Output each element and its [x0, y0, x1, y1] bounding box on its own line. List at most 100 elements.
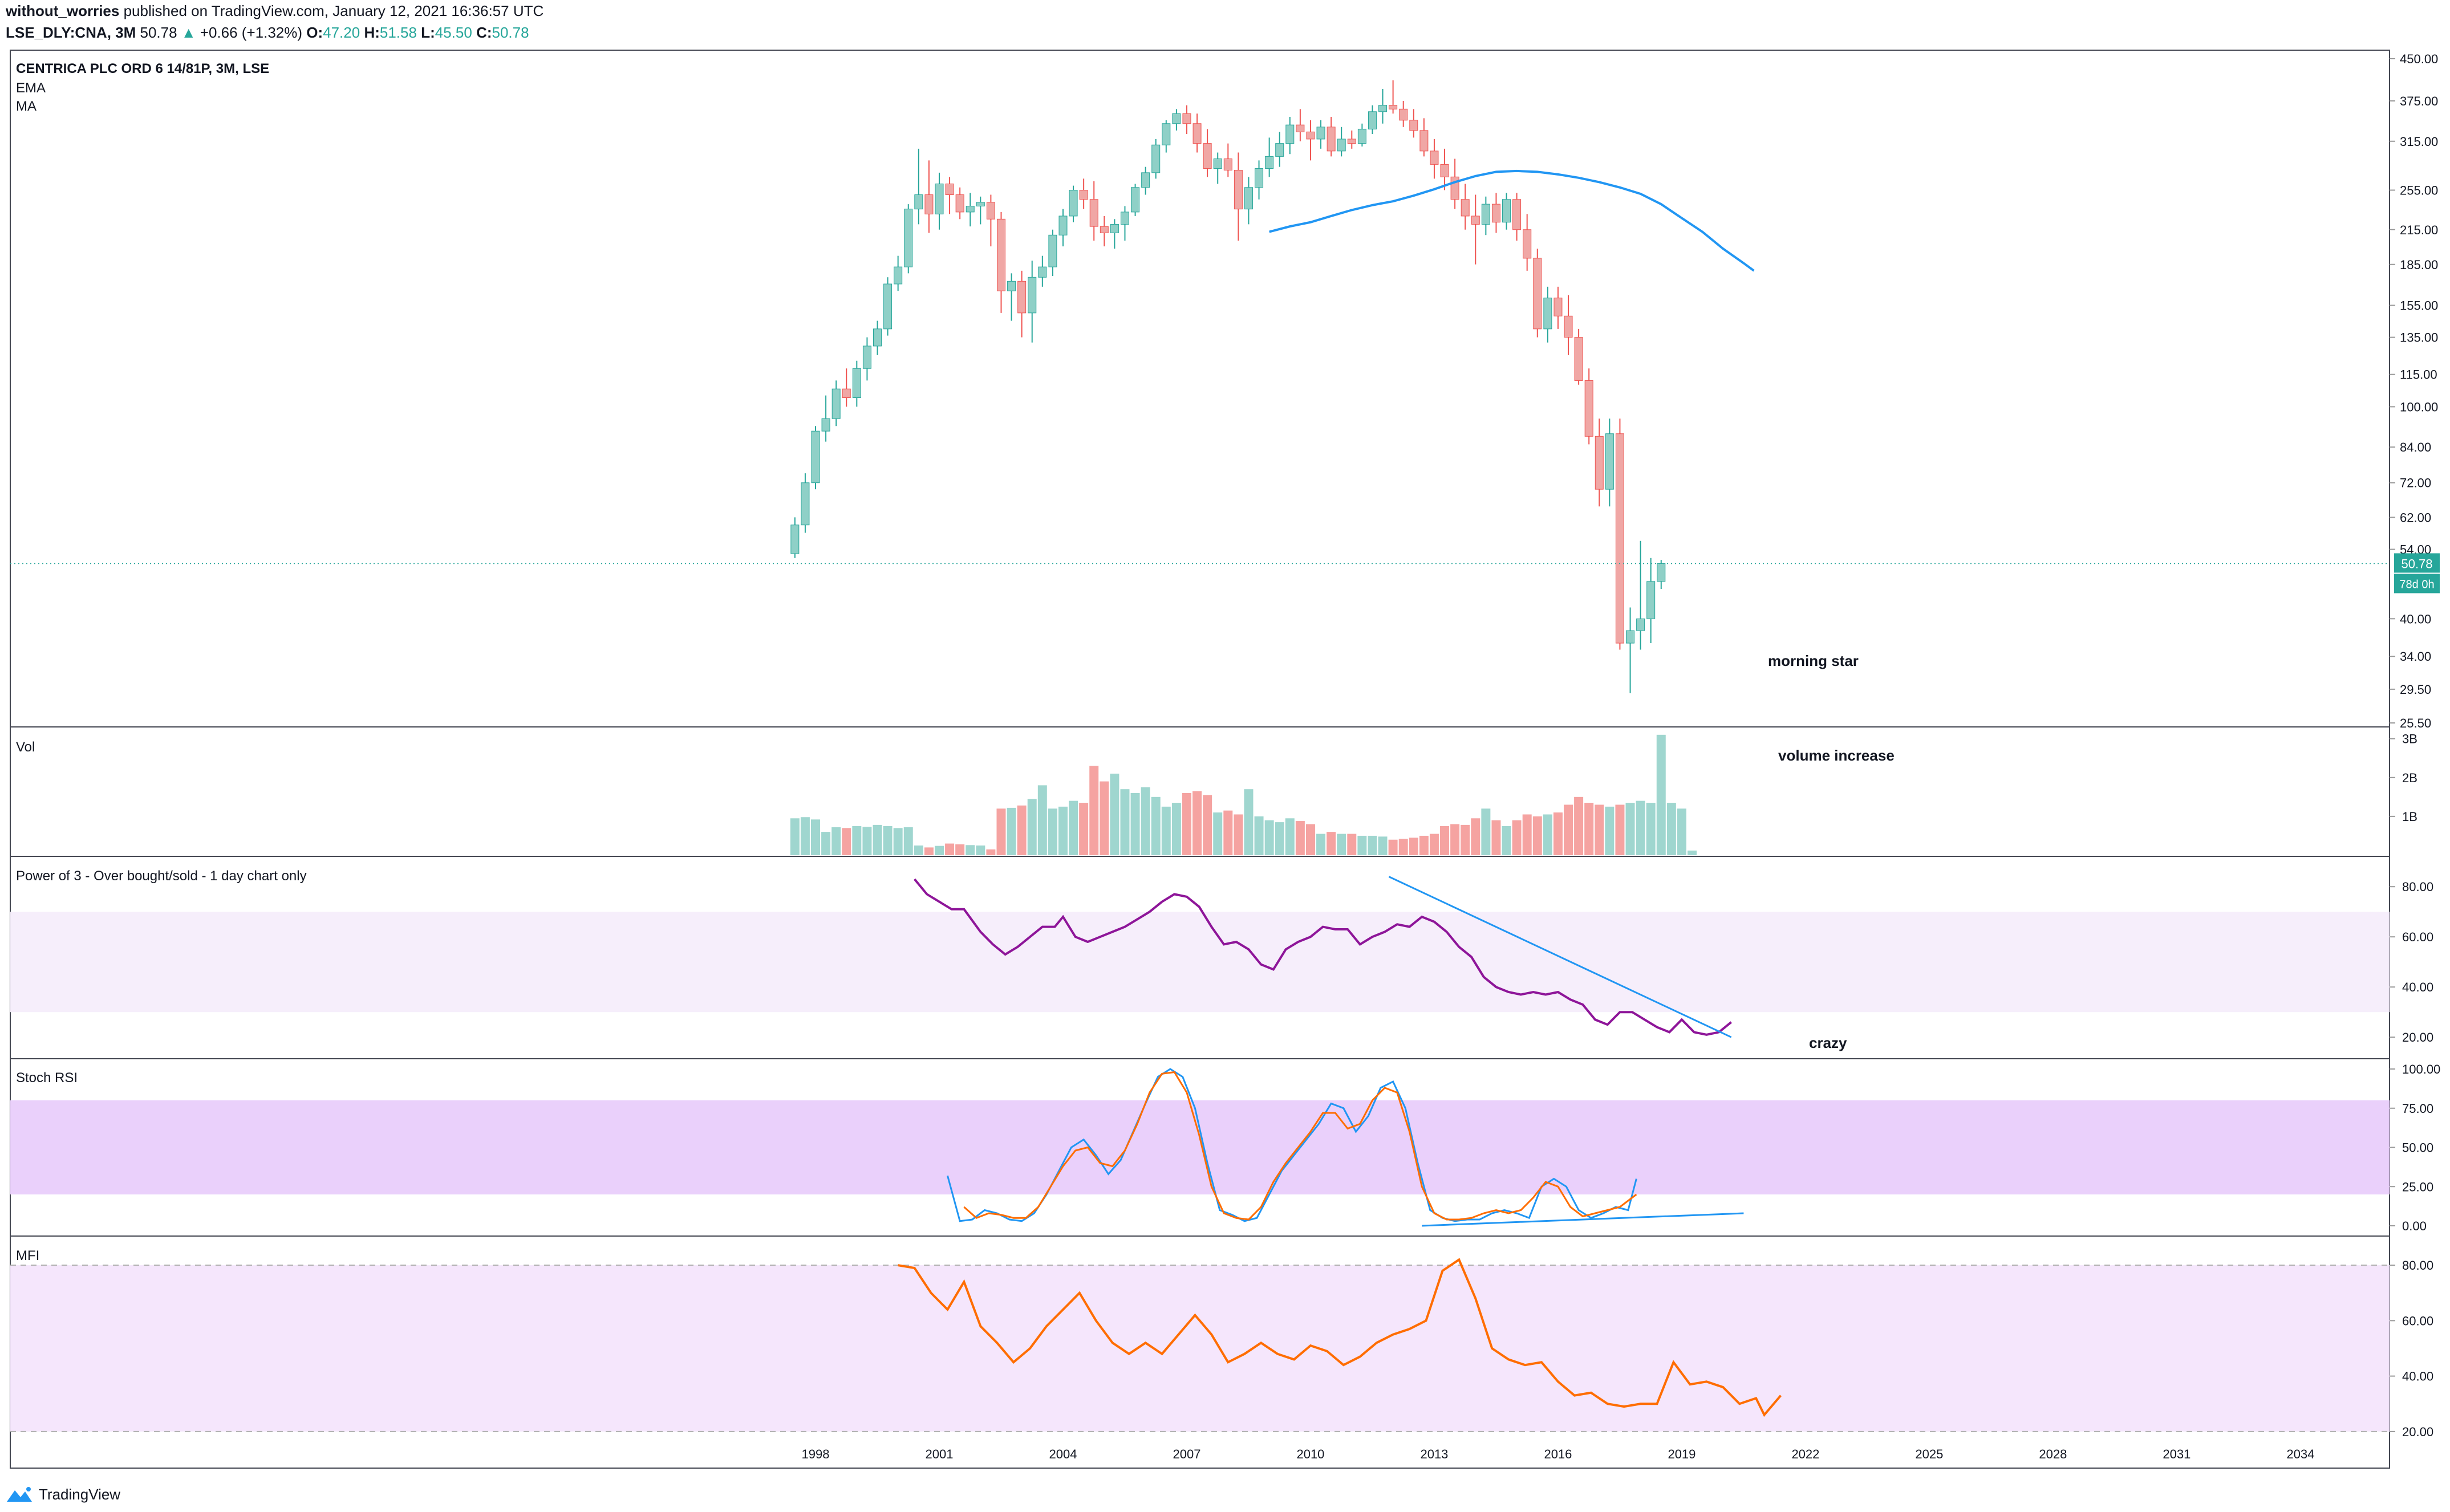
volume-bar: [1688, 850, 1697, 855]
candle-body: [873, 328, 882, 347]
candle-body: [1337, 139, 1346, 152]
volume-bar: [1429, 834, 1439, 855]
volume-bar: [1048, 808, 1057, 855]
candle-body: [1131, 187, 1140, 213]
volume-bar: [986, 849, 996, 855]
candle-body: [862, 346, 871, 369]
volume-bar: [1666, 803, 1676, 855]
candle-body: [821, 418, 830, 432]
annotation-volume-increase: volume increase: [1778, 747, 1895, 764]
volume-bar: [1605, 806, 1615, 855]
chart-header: without_worries published on TradingView…: [6, 0, 1146, 46]
ma-legend: MA: [16, 99, 36, 114]
candle-body: [1007, 281, 1016, 291]
price-tick-label: 155.00: [2400, 299, 2438, 313]
volume-bar: [1532, 816, 1542, 855]
candle-body: [801, 482, 810, 526]
power-band: [10, 912, 2390, 1013]
price-tick-label: 72.00: [2400, 476, 2431, 490]
candle-body: [1316, 127, 1325, 140]
candle-body: [1502, 199, 1511, 223]
power-tick-label: 40.00: [2402, 980, 2433, 994]
stoch-d-line: [963, 1071, 1637, 1221]
volume-bar: [1636, 800, 1645, 855]
x-tick-label: 2028: [2039, 1447, 2067, 1461]
candle-body: [1481, 204, 1490, 225]
price-tick-label: 115.00: [2400, 368, 2437, 382]
volume-bar: [1110, 773, 1119, 855]
candle-body: [986, 202, 995, 220]
power-line: [914, 878, 1732, 1036]
volume-bar: [1481, 808, 1491, 855]
volume-bar: [1027, 799, 1037, 855]
candle-body: [914, 194, 923, 210]
volume-bar: [862, 827, 872, 855]
volume-bar: [1203, 795, 1212, 855]
candle-body: [852, 368, 861, 399]
price-tick-label: 29.50: [2400, 682, 2431, 697]
candle-body: [1533, 258, 1542, 330]
candle-body: [1213, 158, 1222, 169]
candle-body: [1255, 168, 1264, 188]
price-tick-label: 100.00: [2400, 400, 2438, 414]
mfi-tick-label: 40.00: [2402, 1369, 2433, 1384]
candle-body: [1244, 187, 1253, 210]
candle-body: [1564, 315, 1573, 338]
volume-bar: [1007, 807, 1016, 855]
price-tick-label: 215.00: [2400, 223, 2438, 237]
volume-bar: [1595, 804, 1604, 855]
candle-body: [811, 430, 820, 483]
volume-bar: [1553, 812, 1563, 855]
volume-bar: [842, 828, 851, 855]
volume-bar: [1491, 820, 1501, 855]
candle-body: [1089, 199, 1098, 227]
ema-line: [1269, 169, 1755, 272]
footer: TradingView: [6, 1482, 234, 1505]
stoch-trendline: [1422, 1212, 1744, 1227]
volume-bar: [1130, 793, 1140, 855]
candle-body: [935, 184, 944, 214]
close-value: 50.78: [492, 24, 529, 41]
countdown-tag-text: 78d 0h: [2399, 578, 2434, 591]
candle-body: [1058, 216, 1068, 235]
author-name[interactable]: without_worries: [6, 2, 120, 19]
stoch-tick-label: 50.00: [2402, 1141, 2433, 1155]
volume-bar: [1120, 789, 1130, 855]
power-panel-title: Power of 3 - Over bought/sold - 1 day ch…: [16, 868, 307, 884]
x-tick-label: 2031: [2163, 1447, 2191, 1461]
volume-bar: [1079, 803, 1089, 855]
price-tick-label: 135.00: [2400, 331, 2438, 345]
candle-body: [1543, 298, 1552, 330]
candle-body: [842, 388, 851, 399]
candle-body: [1368, 111, 1377, 129]
volume-bar: [821, 832, 831, 855]
volume-bar: [1295, 821, 1305, 855]
volume-bar: [1275, 822, 1284, 855]
stoch-tick-label: 25.00: [2402, 1180, 2433, 1194]
mfi-line: [898, 1258, 1782, 1417]
candle-body: [1028, 277, 1037, 314]
candle-body: [976, 202, 985, 207]
vol-tick-label: 3B: [2402, 732, 2417, 746]
price-panel-title: CENTRICA PLC ORD 6 14/81P, 3M, LSE: [16, 61, 269, 76]
footer-brand[interactable]: TradingView: [39, 1486, 121, 1503]
volume-bar: [934, 846, 944, 855]
tradingview-logo-icon[interactable]: [6, 1485, 33, 1505]
candle-body: [955, 194, 964, 213]
stoch-tick-label: 100.00: [2402, 1062, 2440, 1076]
candle-body: [1595, 436, 1604, 490]
price-tick-label: 84.00: [2400, 440, 2431, 454]
candle-body: [1151, 144, 1161, 173]
candle-body: [1079, 190, 1088, 200]
volume-bar: [1502, 826, 1511, 855]
x-tick-label: 2007: [1173, 1447, 1200, 1461]
volume-bar: [1234, 814, 1243, 855]
ohlc-line: LSE_DLY:CNA, 3M 50.78 ▲ +0.66 (+1.32%) O…: [6, 24, 529, 42]
stoch-band: [10, 1100, 2390, 1194]
volume-bar: [1337, 834, 1346, 855]
candle-body: [790, 525, 800, 554]
volume-bar: [1398, 839, 1408, 855]
volume-bar: [924, 847, 934, 855]
volume-bar: [1584, 803, 1594, 855]
